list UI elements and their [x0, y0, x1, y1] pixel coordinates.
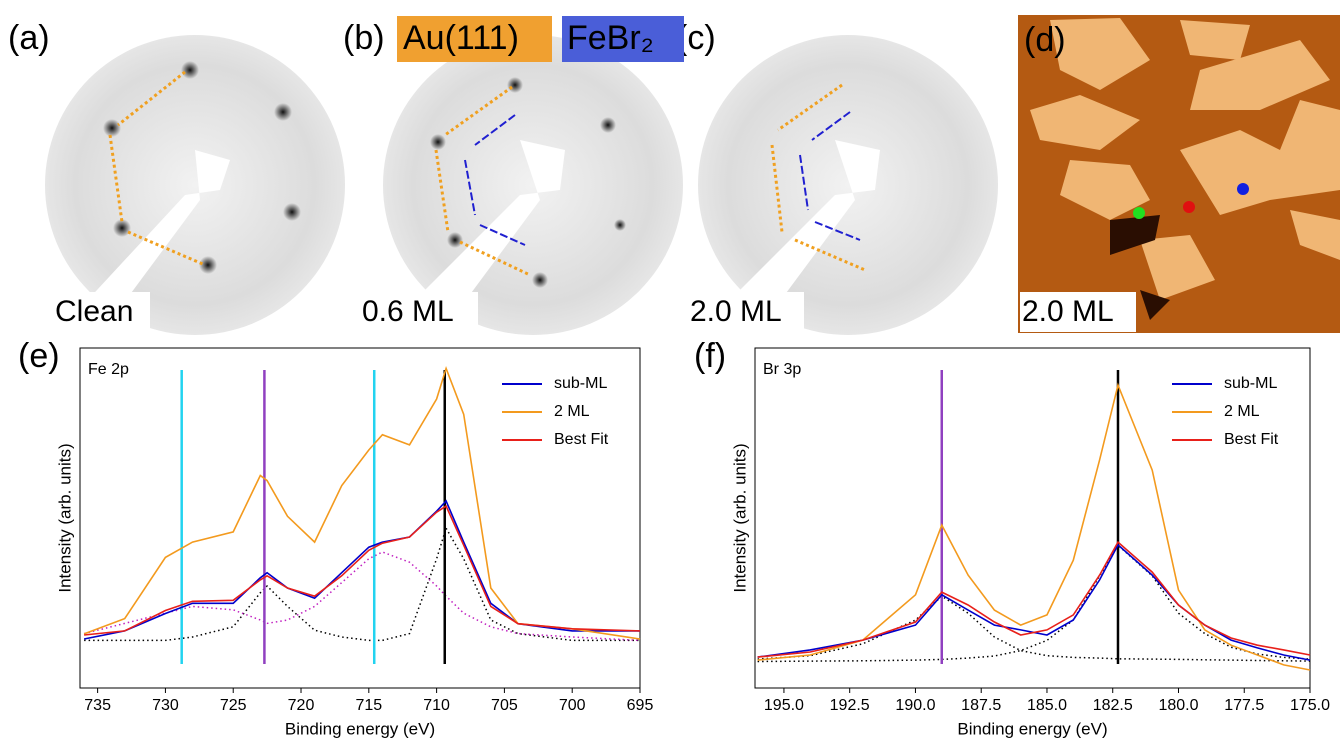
- legend-label: 2 ML: [1224, 403, 1260, 420]
- spectrum: [84, 504, 641, 636]
- panel-label: (d): [1024, 21, 1066, 59]
- stm-image: [1018, 15, 1340, 333]
- x-tick-label: 187.5: [961, 697, 1001, 714]
- tag: Au(111): [403, 19, 519, 57]
- caption: 2.0 ML: [1022, 295, 1114, 328]
- x-tick-label: 730: [152, 697, 179, 714]
- x-tick-label: 192.5: [830, 697, 870, 714]
- x-tick-label: 725: [220, 697, 247, 714]
- legend-label: sub-ML: [1224, 375, 1277, 392]
- spectrum: [757, 540, 1311, 658]
- caption: 2.0 ML: [690, 295, 782, 328]
- caption: 0.6 ML: [362, 295, 454, 328]
- legend-label: sub-ML: [554, 375, 607, 392]
- x-tick-label: 695: [627, 697, 654, 714]
- x-tick-label: 182.5: [1093, 697, 1133, 714]
- tag: FeBr₂: [567, 19, 654, 57]
- caption-box: [1020, 292, 1136, 332]
- x-tick-label: 710: [423, 697, 450, 714]
- panel-label: (a): [8, 19, 50, 57]
- caption: Clean: [55, 295, 133, 328]
- tag-box: [562, 16, 684, 62]
- legend-label: Best Fit: [554, 431, 609, 448]
- leed-b: [383, 35, 683, 335]
- plot-frame: [754, 347, 1311, 689]
- caption-box: [52, 292, 150, 332]
- x-tick-label: 700: [559, 697, 586, 714]
- y-axis-label: Intensity (arb. units): [55, 443, 74, 592]
- x-tick-label: 180.0: [1158, 697, 1198, 714]
- panel-label: (b): [343, 19, 385, 57]
- spectrum: [757, 382, 1311, 671]
- x-tick-label: 185.0: [1027, 697, 1067, 714]
- x-tick-label: 175.0: [1290, 697, 1330, 714]
- y-axis-label: Intensity (arb. units): [730, 443, 749, 592]
- chart-title: Br 3p: [763, 361, 801, 378]
- leed-a: [45, 35, 345, 335]
- spectrum: [83, 499, 640, 640]
- spectrum: [757, 543, 1311, 661]
- x-axis-label: Binding energy (eV): [285, 719, 435, 738]
- panel-label: (f): [694, 337, 726, 375]
- caption-box: [688, 292, 804, 332]
- chart-title: Fe 2p: [88, 361, 129, 378]
- x-tick-label: 190.0: [895, 697, 935, 714]
- x-tick-label: 720: [288, 697, 315, 714]
- spectrum: [83, 365, 641, 640]
- legend-label: Best Fit: [1224, 431, 1279, 448]
- x-tick-label: 177.5: [1224, 697, 1264, 714]
- fit-component: [757, 595, 1311, 662]
- legend-label: 2 ML: [554, 403, 590, 420]
- leed-c: [698, 35, 998, 335]
- x-tick-label: 705: [491, 697, 518, 714]
- plot-frame: [79, 347, 641, 689]
- x-tick-label: 735: [84, 697, 111, 714]
- x-axis-label: Binding energy (eV): [957, 719, 1107, 738]
- panel-label: (e): [18, 337, 60, 375]
- x-tick-label: 715: [355, 697, 382, 714]
- caption-box: [360, 292, 478, 332]
- x-tick-label: 195.0: [764, 697, 804, 714]
- tag-box: [397, 16, 552, 62]
- fit-component: [84, 526, 640, 642]
